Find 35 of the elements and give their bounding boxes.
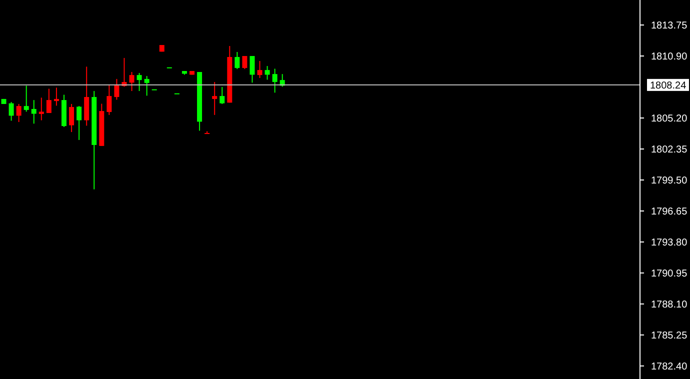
y-tick-label: 1810.90: [651, 52, 688, 63]
y-tick-label: 1782.40: [651, 361, 688, 372]
candlestick: [220, 86, 225, 104]
candlestick: [38, 97, 44, 121]
candlestick: [114, 78, 120, 100]
ref-line-label: 1808.24: [650, 80, 687, 92]
y-tick-label: 1788.10: [651, 299, 688, 310]
candlestick: [264, 66, 270, 80]
candlestick: [8, 102, 14, 122]
candlestick: [136, 72, 142, 92]
candlestick: [272, 68, 278, 94]
y-tick-label: 1805.20: [651, 113, 688, 124]
candlestick: [234, 51, 240, 70]
candlestick: [24, 85, 29, 112]
candlestick: [16, 103, 22, 123]
candlestick: [257, 60, 262, 78]
y-tick-label: 1793.80: [651, 237, 688, 248]
candlestick: [250, 56, 255, 84]
y-tick-label: 1813.75: [651, 20, 688, 32]
candlestick: [212, 82, 218, 116]
y-tick-label: 1802.35: [651, 144, 688, 156]
y-tick-label: 1796.65: [651, 206, 688, 218]
candlestick: [106, 84, 112, 116]
candlestick: [242, 56, 248, 70]
candlestick: [129, 71, 134, 92]
y-tick-label: 1785.25: [651, 330, 688, 342]
y-tick-label: 1790.95: [651, 268, 688, 280]
y-tick-label: 1799.50: [651, 175, 688, 186]
candlestick: [46, 88, 52, 114]
candlestick: [76, 106, 82, 140]
candlestick: [69, 103, 74, 133]
candlestick: [144, 76, 150, 96]
candlestick: [84, 66, 90, 126]
candlestick: [31, 100, 36, 124]
candlestick: [54, 87, 59, 106]
